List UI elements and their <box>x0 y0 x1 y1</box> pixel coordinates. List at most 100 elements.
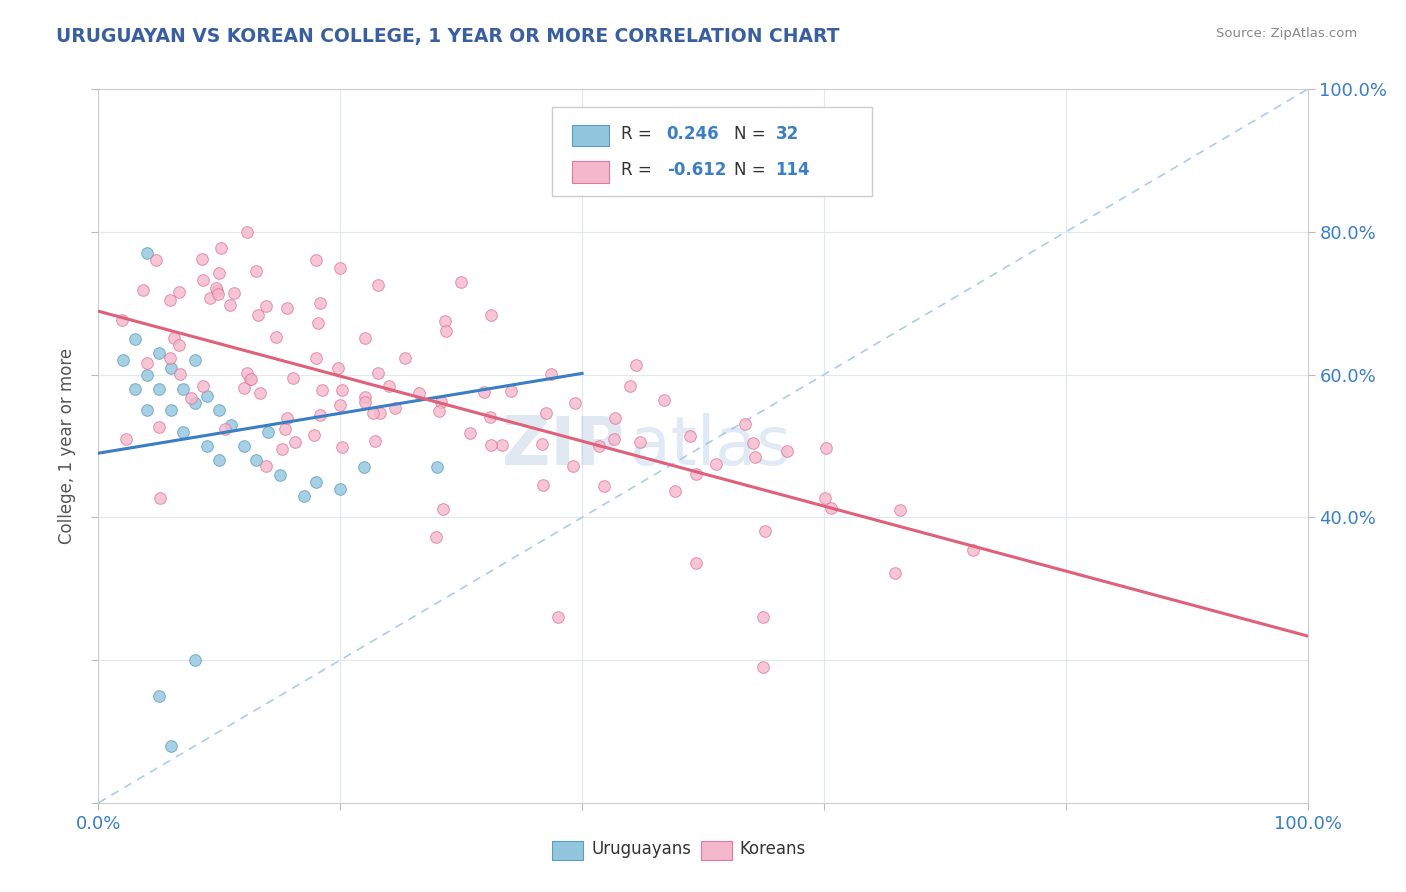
Point <box>354 331 377 345</box>
Point <box>148 346 170 360</box>
Point <box>530 436 553 450</box>
Point <box>114 433 136 447</box>
Point <box>328 360 350 375</box>
Point <box>148 689 170 703</box>
Point <box>240 372 263 386</box>
Point <box>367 278 389 293</box>
Point <box>254 299 277 313</box>
Point <box>172 425 194 439</box>
Point <box>481 308 503 322</box>
Point <box>664 484 686 499</box>
Point <box>364 434 387 448</box>
Point <box>628 434 651 449</box>
Text: R =: R = <box>621 161 657 178</box>
Point <box>332 440 354 454</box>
Point <box>624 358 647 372</box>
Point <box>426 460 449 475</box>
FancyBboxPatch shape <box>700 841 733 860</box>
Point <box>160 739 183 753</box>
FancyBboxPatch shape <box>572 125 609 146</box>
Point <box>425 529 447 543</box>
Point <box>534 406 557 420</box>
Point <box>269 467 291 482</box>
FancyBboxPatch shape <box>551 841 583 860</box>
Point <box>246 308 269 322</box>
Point <box>561 459 583 474</box>
Point <box>384 401 406 415</box>
Point <box>219 298 242 312</box>
Point <box>652 393 675 408</box>
Point <box>472 385 495 400</box>
Point <box>408 386 430 401</box>
Point <box>815 441 838 455</box>
Point <box>111 353 134 368</box>
Point <box>195 439 218 453</box>
Point <box>547 610 569 624</box>
Point <box>593 479 616 493</box>
Point <box>191 273 214 287</box>
Point <box>330 383 353 397</box>
Point <box>547 139 569 153</box>
Point <box>208 453 231 467</box>
Point <box>276 411 298 425</box>
Point <box>195 389 218 403</box>
Point <box>236 226 259 240</box>
FancyBboxPatch shape <box>572 161 609 183</box>
Point <box>145 253 167 268</box>
Text: 0.246: 0.246 <box>666 125 720 143</box>
Point <box>135 356 157 370</box>
Point <box>814 491 837 506</box>
Point <box>191 378 214 392</box>
Point <box>378 378 401 392</box>
Point <box>889 503 911 517</box>
Point <box>704 457 727 471</box>
Point <box>491 438 513 452</box>
Point <box>167 338 190 352</box>
Point <box>224 285 246 300</box>
Point <box>184 353 207 368</box>
Point <box>160 403 183 417</box>
Point <box>478 410 501 425</box>
Point <box>198 291 221 305</box>
Text: ZIP: ZIP <box>502 413 624 479</box>
Point <box>256 425 278 439</box>
Point <box>283 371 305 385</box>
Point <box>180 391 202 405</box>
Point <box>135 246 157 260</box>
Text: 114: 114 <box>776 161 810 178</box>
Point <box>305 351 328 365</box>
Point <box>752 610 775 624</box>
Point <box>754 524 776 538</box>
Point <box>214 422 236 436</box>
Text: Source: ZipAtlas.com: Source: ZipAtlas.com <box>1216 27 1357 40</box>
Point <box>450 275 472 289</box>
Point <box>458 425 481 440</box>
Point <box>304 428 326 442</box>
Point <box>184 396 207 410</box>
Point <box>479 438 502 452</box>
Point <box>270 442 292 456</box>
Text: URUGUAYAN VS KOREAN COLLEGE, 1 YEAR OR MORE CORRELATION CHART: URUGUAYAN VS KOREAN COLLEGE, 1 YEAR OR M… <box>56 27 839 45</box>
Point <box>329 260 352 275</box>
Point <box>239 372 262 386</box>
Point <box>311 384 333 398</box>
Point <box>266 329 288 343</box>
Point <box>135 403 157 417</box>
Text: Uruguayans: Uruguayans <box>592 840 692 858</box>
Point <box>148 382 170 396</box>
Point <box>304 253 326 268</box>
Point <box>232 381 254 395</box>
Point <box>207 287 229 301</box>
Point <box>309 296 332 310</box>
Point <box>354 390 377 404</box>
Point <box>679 429 702 443</box>
Y-axis label: College, 1 year or more: College, 1 year or more <box>58 348 76 544</box>
Point <box>148 419 170 434</box>
Text: -0.612: -0.612 <box>666 161 725 178</box>
Point <box>191 252 214 266</box>
Point <box>292 489 315 503</box>
Point <box>361 406 384 420</box>
Point <box>232 439 254 453</box>
Point <box>329 482 352 496</box>
Point <box>354 394 377 409</box>
